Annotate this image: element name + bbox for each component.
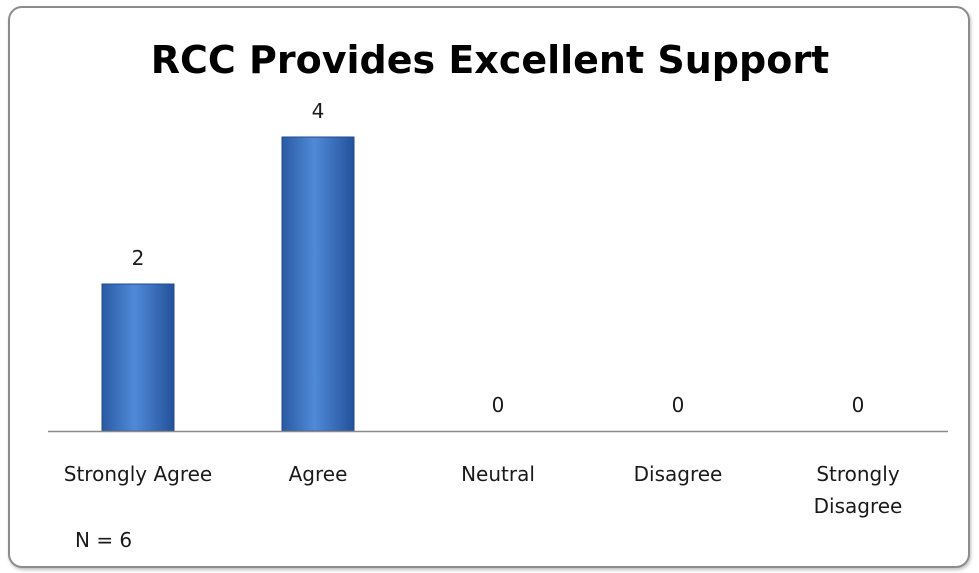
x-tick-label-strongly-agree: Strongly Agree xyxy=(64,462,212,486)
data-label-strongly-disagree: 0 xyxy=(852,393,865,417)
x-tick-label-agree: Agree xyxy=(289,462,348,486)
x-tick-label-neutral: Neutral xyxy=(461,462,535,486)
data-label-disagree: 0 xyxy=(672,393,685,417)
x-tick-label-disagree: Disagree xyxy=(634,462,723,486)
data-label-strongly-agree: 2 xyxy=(132,246,145,270)
sample-size-annotation: N = 6 xyxy=(75,528,132,552)
x-tick-label-strongly-disagree-line-1: Strongly xyxy=(816,462,899,486)
bar-strongly-agree xyxy=(101,283,175,432)
bar-agree xyxy=(281,136,355,432)
data-label-agree: 4 xyxy=(312,99,325,123)
x-tick-label-strongly-disagree-line-2: Disagree xyxy=(814,494,903,518)
data-label-neutral: 0 xyxy=(492,393,505,417)
chart-title: RCC Provides Excellent Support xyxy=(151,38,829,82)
plot-area: 2 Strongly Agree 4 Agree 0 Neutral 0 Disagree 0 S… xyxy=(48,99,948,518)
